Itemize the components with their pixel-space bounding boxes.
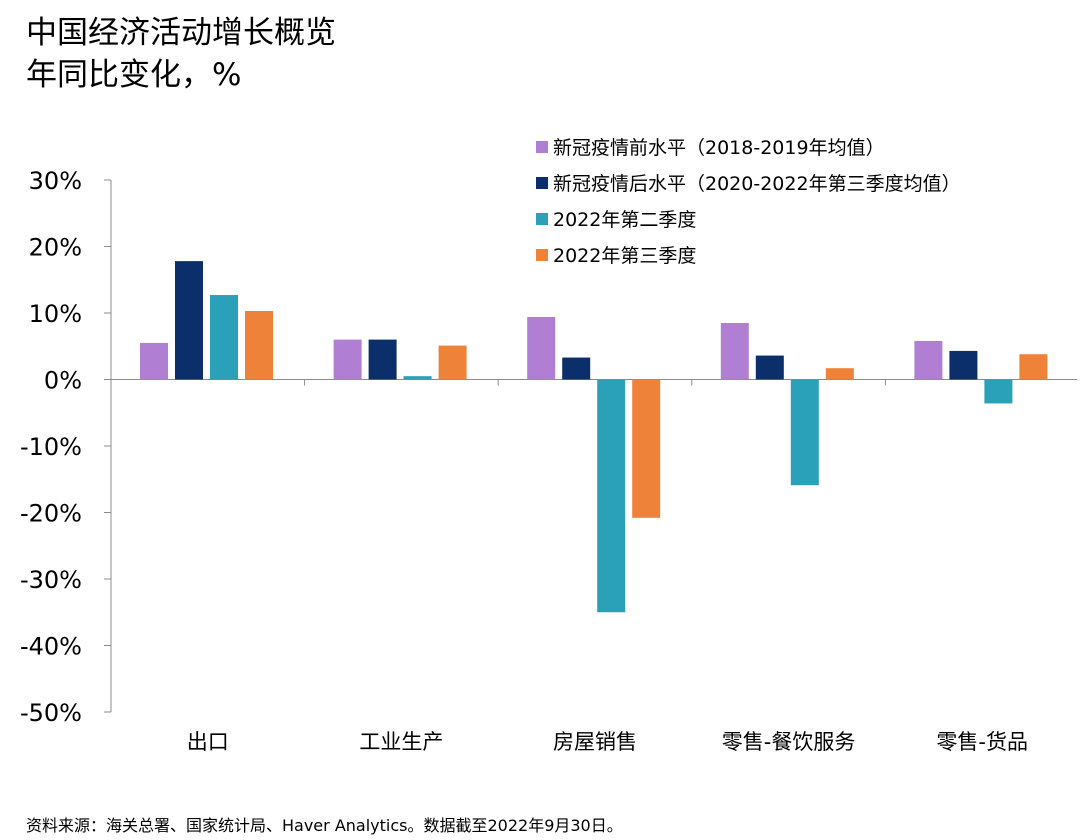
bar (720, 322, 749, 380)
y-tick-label: -50% (20, 699, 82, 727)
bar (562, 357, 591, 380)
bar (790, 379, 819, 486)
bar (984, 379, 1013, 404)
y-tick-label: 10% (29, 300, 82, 328)
y-tick-label: 30% (29, 167, 82, 195)
bar (403, 376, 432, 380)
bar (438, 345, 467, 380)
bar (755, 355, 784, 380)
chart-subtitle: 年同比变化，% (26, 57, 242, 93)
legend-swatch (536, 213, 548, 225)
y-tick-label: -20% (20, 500, 82, 528)
bar (632, 379, 661, 518)
bar (1019, 354, 1048, 380)
legend-swatch (536, 141, 548, 153)
y-tick-label: -30% (20, 566, 82, 594)
y-tick-label: 0% (44, 367, 82, 395)
x-category-label: 出口 (187, 730, 229, 754)
bars-layer (140, 261, 1048, 613)
bar (175, 261, 203, 380)
x-category-label: 房屋销售 (553, 730, 637, 754)
legend-swatch (536, 177, 548, 189)
bar (245, 311, 273, 380)
x-category-label: 零售-货品 (936, 730, 1028, 754)
x-category-label: 工业生产 (359, 730, 443, 754)
legend-label: 2022年第三季度 (553, 245, 696, 267)
bar (825, 368, 854, 380)
bar (140, 342, 168, 380)
axis-layer: 30% 20% 10% 0% -10% -20% -30% -40% -50% 出口 工业生产 房屋销… (20, 167, 1077, 754)
bar (333, 339, 362, 380)
bar (949, 350, 978, 380)
y-tick-label: 20% (29, 234, 82, 262)
chart-title: 中国经济活动增长概览 (26, 15, 336, 51)
y-tick-label: -10% (20, 433, 82, 461)
legend-label: 2022年第二季度 (553, 209, 696, 231)
bar (914, 340, 943, 380)
legend: 新冠疫情前水平（2018-2019年均值） 新冠疫情后水平（2020-2022年第… (536, 137, 961, 267)
bar (368, 339, 397, 380)
bar (210, 295, 238, 380)
legend-label: 新冠疫情后水平（2020-2022年第三季度均值） (553, 173, 961, 195)
source-note: 资料来源：海关总署、国家统计局、Haver Analytics。数据截至2022… (26, 816, 623, 835)
y-tick-label: -40% (20, 633, 82, 661)
legend-label: 新冠疫情前水平（2018-2019年均值） (553, 137, 885, 159)
legend-swatch (536, 249, 548, 261)
bar (597, 379, 626, 613)
x-category-label: 零售-餐饮服务 (722, 730, 856, 754)
bar (527, 316, 556, 380)
